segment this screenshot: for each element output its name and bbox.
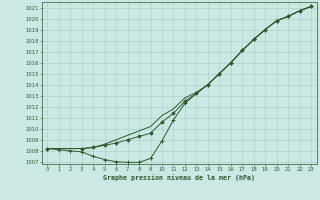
X-axis label: Graphe pression niveau de la mer (hPa): Graphe pression niveau de la mer (hPa) xyxy=(103,175,255,181)
